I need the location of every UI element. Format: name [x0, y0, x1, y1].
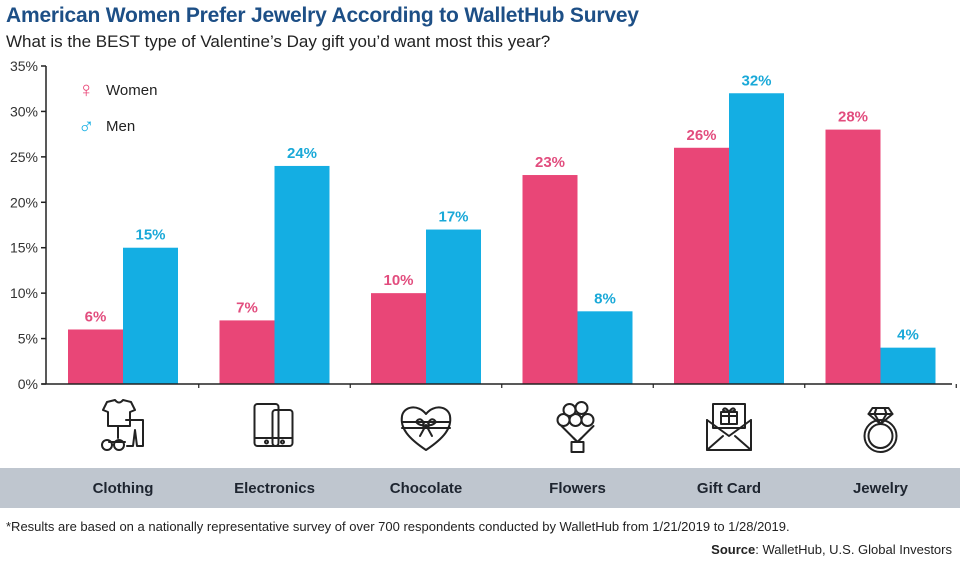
data-label: 23% [535, 154, 565, 171]
clothing-icon [101, 399, 144, 451]
bar-women-clothing [68, 329, 123, 384]
legend: ♀ Women ♂ Men [78, 72, 157, 144]
data-label: 28% [838, 109, 868, 126]
bar-women-gift-card [674, 147, 729, 384]
footnote: *Results are based on a nationally repre… [6, 519, 790, 534]
chocolate-heart-box-icon [400, 406, 452, 451]
chart-title: American Women Prefer Jewelry According … [6, 4, 639, 27]
y-tick-label: 20% [10, 194, 38, 210]
y-tick-label: 30% [10, 103, 38, 119]
y-tick-label: 5% [18, 331, 38, 347]
data-label: 32% [741, 72, 771, 89]
data-label: 6% [85, 308, 107, 325]
data-labels: 6% 15% 7% 24% 10% 17% 23% 8% 26% 32% 28% 4% [85, 72, 919, 343]
data-label: 8% [594, 290, 616, 307]
bar-men-flowers [577, 311, 633, 384]
data-label: 15% [135, 227, 165, 244]
data-label: 17% [438, 209, 468, 226]
bar-men-electronics [274, 165, 330, 384]
data-label: 26% [686, 127, 716, 144]
bar-chart: 0% 5% 10% 15% 20% 25% 30% 35% 6% 15% 7% 24% 10% 17% 2… [10, 58, 957, 453]
y-tick-label: 10% [10, 285, 38, 301]
diamond-ring-icon [863, 407, 898, 453]
bar-men-clothing [123, 247, 178, 384]
bar-women-jewelry [825, 129, 881, 384]
bar-women-flowers [522, 175, 578, 384]
category-label: Jewelry [852, 480, 909, 497]
legend-item-women: ♀ Women [78, 72, 157, 108]
source-text: : WalletHub, U.S. Global Investors [755, 542, 952, 557]
data-label: 7% [236, 299, 258, 316]
source-label: Source [711, 542, 756, 557]
category-label-band [0, 468, 960, 508]
category-icons [101, 399, 898, 453]
category-label: Electronics [234, 480, 315, 497]
bar-men-chocolate [426, 229, 481, 384]
category-label: Flowers [549, 480, 606, 497]
legend-label: Women [106, 81, 158, 99]
bars [68, 93, 936, 384]
bar-men-jewelry [880, 347, 936, 384]
y-tick-label: 25% [10, 149, 38, 165]
y-tick-label: 0% [18, 376, 38, 392]
x-axis [42, 383, 957, 388]
data-label: 24% [287, 145, 317, 162]
source-line: Source: WalletHub, U.S. Global Investors [711, 542, 952, 557]
y-tick-label: 15% [10, 240, 38, 256]
bar-women-chocolate [371, 293, 426, 384]
flower-bouquet-icon [556, 401, 595, 453]
category-label: Clothing [92, 480, 154, 497]
female-symbol-icon: ♀ [78, 77, 95, 102]
gift-card-envelope-icon [706, 403, 752, 451]
bar-men-gift-card [729, 93, 784, 384]
male-symbol-icon: ♂ [78, 113, 95, 138]
bar-women-electronics [219, 320, 275, 384]
legend-item-men: ♂ Men [78, 108, 157, 144]
category-label: Chocolate [389, 480, 463, 497]
category-label: Gift Card [696, 480, 762, 497]
data-label: 10% [383, 272, 413, 289]
chart-subtitle: What is the BEST type of Valentine’s Day… [6, 32, 551, 51]
y-axis: 0% 5% 10% 15% 20% 25% 30% 35% [10, 58, 47, 392]
data-label: 4% [897, 327, 919, 344]
y-tick-label: 35% [10, 58, 38, 74]
legend-label: Men [106, 117, 136, 135]
electronics-icon [253, 403, 294, 447]
